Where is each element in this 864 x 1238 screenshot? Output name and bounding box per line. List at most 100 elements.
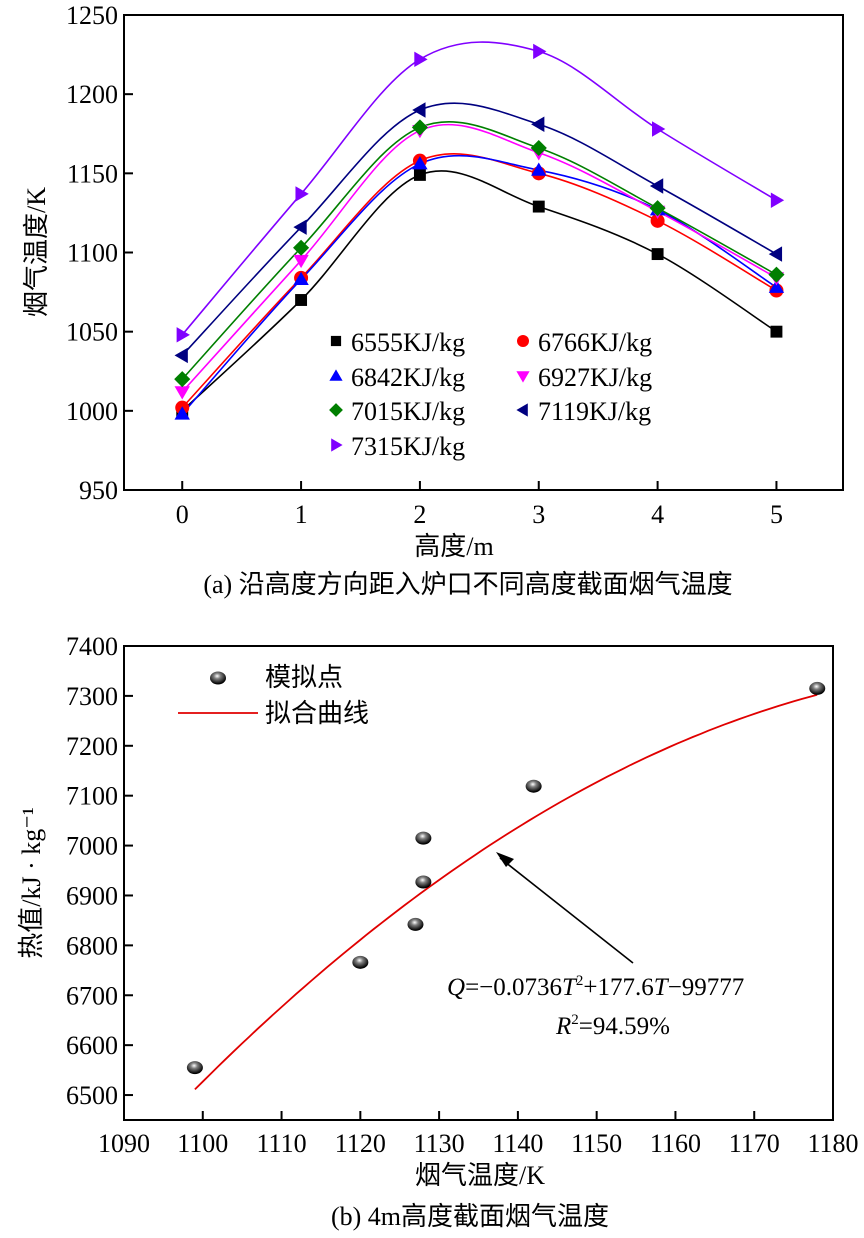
y-tick-label-b: 7400 — [66, 632, 118, 661]
caption-a: (a) 沿高度方向距入炉口不同高度截面烟气温度 — [203, 570, 732, 599]
data-point-triangle-right — [414, 51, 428, 68]
legend-points-label: 模拟点 — [265, 663, 343, 692]
legend-label: 6555KJ/kg — [351, 328, 465, 357]
data-point-diamond — [293, 239, 310, 256]
y-tick-label-b: 7200 — [66, 732, 118, 761]
data-point-triangle-right — [295, 186, 309, 202]
y-tick-label-a: 1150 — [67, 159, 118, 188]
plot-frame-b — [123, 645, 834, 1121]
y-tick-label-a: 950 — [79, 476, 118, 505]
data-point-triangle-right — [176, 327, 190, 343]
y-tick-label-b: 7100 — [66, 782, 118, 811]
y-tick-label-b: 6800 — [66, 931, 118, 960]
legend-marker-square — [330, 335, 342, 347]
caption-b: (b) 4m高度截面烟气温度 — [331, 1202, 609, 1231]
data-point-triangle-up — [412, 156, 428, 170]
fit-curve — [194, 693, 818, 1091]
plot-frame-a — [123, 14, 844, 491]
x-tick-label-b: 1100 — [177, 1129, 228, 1158]
series-line — [181, 120, 777, 380]
data-point-square — [651, 248, 664, 261]
x-tick-label-b: 1110 — [257, 1129, 307, 1158]
legend-label: 6927KJ/kg — [538, 363, 652, 392]
x-axis-ticks-b: 1090 1100 1110 1120 1130 1140 1150 1160 1170 1180 — [98, 1111, 859, 1158]
series-markers-a — [174, 43, 785, 420]
data-point-square — [770, 325, 783, 338]
legend-a: 6555KJ/kg 6766KJ/kg 6842KJ/kg 6927KJ/kg 7015… — [329, 328, 652, 461]
y-axis-title-b: 热值/kJ · kg⁻¹ — [17, 807, 46, 959]
y-tick-label-b: 7000 — [66, 832, 118, 861]
x-tick-label-b: 1160 — [650, 1129, 701, 1158]
x-axis-ticks-a: 0 1 2 3 4 5 — [176, 481, 783, 529]
chart-b: 6500 6600 6700 6800 6900 7000 7100 7200 7300 7400… — [17, 632, 859, 1231]
data-point-square — [532, 200, 545, 213]
x-tick-label-b: 1170 — [729, 1129, 780, 1158]
data-point-triangle-left — [531, 116, 545, 132]
y-axis-title-a: 烟气温度/K — [22, 187, 51, 317]
x-axis-title-a: 高度/m — [414, 532, 493, 561]
data-point-triangle-up — [293, 271, 309, 286]
fit-equation: Q=−0.0736T2+177.6T−99777 — [447, 973, 744, 1001]
legend-marker-circle — [517, 335, 529, 347]
scatter-point — [415, 831, 432, 845]
x-tick-label-b: 1090 — [98, 1129, 150, 1158]
y-tick-label-b: 7300 — [66, 682, 118, 711]
data-point-triangle-up — [531, 162, 547, 176]
x-tick-label-a: 3 — [532, 500, 545, 529]
scatter-point — [186, 1061, 203, 1075]
scatter-point — [525, 779, 542, 793]
data-point-diamond — [411, 119, 428, 136]
series-line — [181, 170, 777, 412]
fit-annotation: Q=−0.0736T2+177.6T−99777 R2=94.59% — [447, 852, 744, 1040]
data-point-triangle-up — [768, 279, 785, 293]
scatter-point — [407, 917, 424, 931]
series-line — [181, 153, 777, 409]
data-point-triangle-right — [652, 121, 666, 137]
data-point-triangle-right — [770, 192, 785, 208]
legend-marker-triangle-down — [516, 371, 530, 383]
data-point-triangle-down — [174, 386, 190, 400]
data-point-triangle-left — [649, 178, 664, 194]
arrow-head-icon — [496, 852, 514, 867]
y-tick-label-b: 6900 — [66, 881, 118, 910]
data-point-triangle-down — [293, 254, 309, 269]
data-point-diamond — [530, 139, 547, 157]
legend-label: 6842KJ/kg — [351, 363, 465, 392]
y-tick-label-b: 6600 — [66, 1031, 118, 1060]
series-line — [181, 154, 777, 415]
data-point-diamond — [174, 371, 191, 388]
x-tick-label-a: 0 — [176, 500, 189, 529]
annotation-arrow — [499, 857, 634, 964]
x-tick-label-a: 4 — [651, 500, 664, 529]
legend-marker-diamond — [329, 403, 343, 417]
scatter-point — [352, 955, 369, 969]
legend-label: 6766KJ/kg — [538, 328, 652, 357]
data-point-triangle-left — [412, 102, 426, 118]
x-tick-label-b: 1180 — [807, 1129, 858, 1158]
x-tick-label-b: 1140 — [492, 1129, 543, 1158]
x-tick-label-b: 1150 — [571, 1129, 622, 1158]
legend-marker-triangle-right — [331, 438, 343, 452]
legend-b: 模拟点 拟合曲线 — [178, 663, 369, 728]
y-tick-label-b: 6700 — [66, 981, 118, 1010]
data-point-square — [295, 294, 308, 306]
series-line — [181, 41, 777, 336]
y-tick-label-b: 6500 — [66, 1081, 118, 1110]
y-axis-ticks-b: 6500 6600 6700 6800 6900 7000 7100 7200 7300 7400 — [66, 632, 133, 1110]
x-tick-label-b: 1120 — [335, 1129, 386, 1158]
legend-marker-triangle-up — [329, 369, 343, 381]
data-point-diamond — [649, 200, 666, 217]
x-tick-label-a: 5 — [770, 500, 783, 529]
scatter-point — [809, 681, 826, 695]
data-point-triangle-right — [533, 43, 547, 60]
chart-a: 950 1000 1050 1100 1150 1200 1250 0 1 2 3 4 5 6555K… — [22, 1, 844, 599]
legend-label: 7315KJ/kg — [351, 432, 465, 461]
data-point-diamond — [768, 266, 785, 283]
x-axis-title-b: 烟气温度/K — [415, 1161, 545, 1190]
x-tick-label-a: 2 — [413, 500, 426, 529]
legend-marker-triangle-left — [516, 403, 528, 417]
data-point-triangle-left — [293, 219, 307, 235]
x-tick-label-b: 1130 — [414, 1129, 465, 1158]
scatter-points — [186, 681, 826, 1075]
